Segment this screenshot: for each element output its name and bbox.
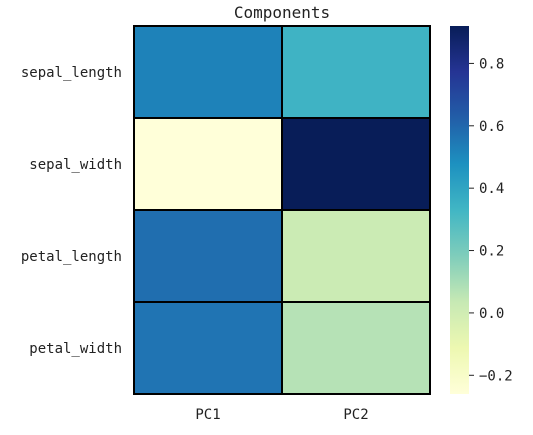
colorbar-tick-label: 0.8 [479,56,504,72]
colorbar-tick-label: 0.2 [479,244,504,260]
heatmap-cell-sepal_width-PC1 [133,117,283,211]
heatmap-cell-petal_width-PC1 [133,301,283,395]
heatmap-cell-sepal_width-PC2 [281,117,431,211]
heatmap-cell-sepal_length-PC1 [133,25,283,119]
heatmap-cells [133,25,431,395]
y-tick-labels: sepal_length sepal_width petal_lengthpetal… [21,65,122,357]
x-tick-labels: PC1 PC2 [195,407,368,423]
heatmap-cell-petal_width-PC2 [281,301,431,395]
x-tick-label-PC1: PC1 [195,407,220,423]
heatmap-cell-petal_length-PC2 [281,209,431,303]
colorbar-ticks: −0.2 0.0 0.2 0.4 0.6 0.8 [469,56,513,384]
y-tick-label-sepal_width: sepal_width [29,157,122,173]
y-tick-label-petal_width: petal_width [29,341,122,357]
colorbar [450,26,469,394]
colorbar-tick-label: 0.4 [479,181,504,197]
x-tick-label-PC2: PC2 [343,407,368,423]
y-tick-label-petal_length: petal_length [21,249,122,265]
colorbar-tick-label: −0.2 [479,368,513,384]
heatmap-cell-petal_length-PC1 [133,209,283,303]
heatmap-cell-sepal_length-PC2 [281,25,431,119]
colorbar-tick-label: 0.6 [479,119,504,135]
chart-title: Components [234,3,330,22]
y-tick-label-sepal_length: sepal_length [21,65,122,81]
colorbar-tick-label: 0.0 [479,306,504,322]
